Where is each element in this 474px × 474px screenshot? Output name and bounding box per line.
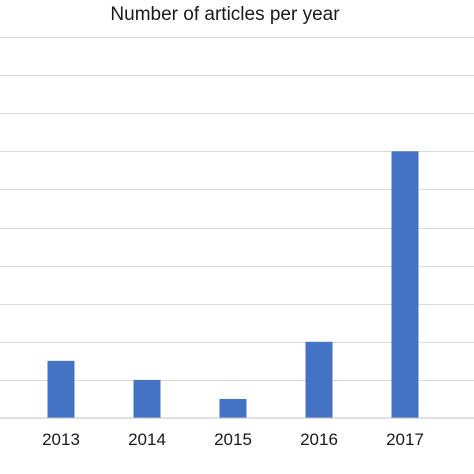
gridlines <box>0 37 474 381</box>
x-tick-label: 2015 <box>214 430 252 449</box>
x-tick-labels: 201320142015201620172 <box>42 430 424 449</box>
bar-2013 <box>47 360 75 418</box>
x-tick-label: 2016 <box>300 430 338 449</box>
bar-2016 <box>305 341 333 418</box>
x-tick-label: 2017 <box>386 430 424 449</box>
x-tick-label: 2013 <box>42 430 80 449</box>
chart-title: Number of articles per year <box>110 4 340 25</box>
bar-2017 <box>391 151 419 419</box>
bars <box>47 151 419 419</box>
bar-2015 <box>219 398 247 418</box>
bar-2014 <box>133 379 161 418</box>
x-tick-label: 2014 <box>128 430 166 449</box>
